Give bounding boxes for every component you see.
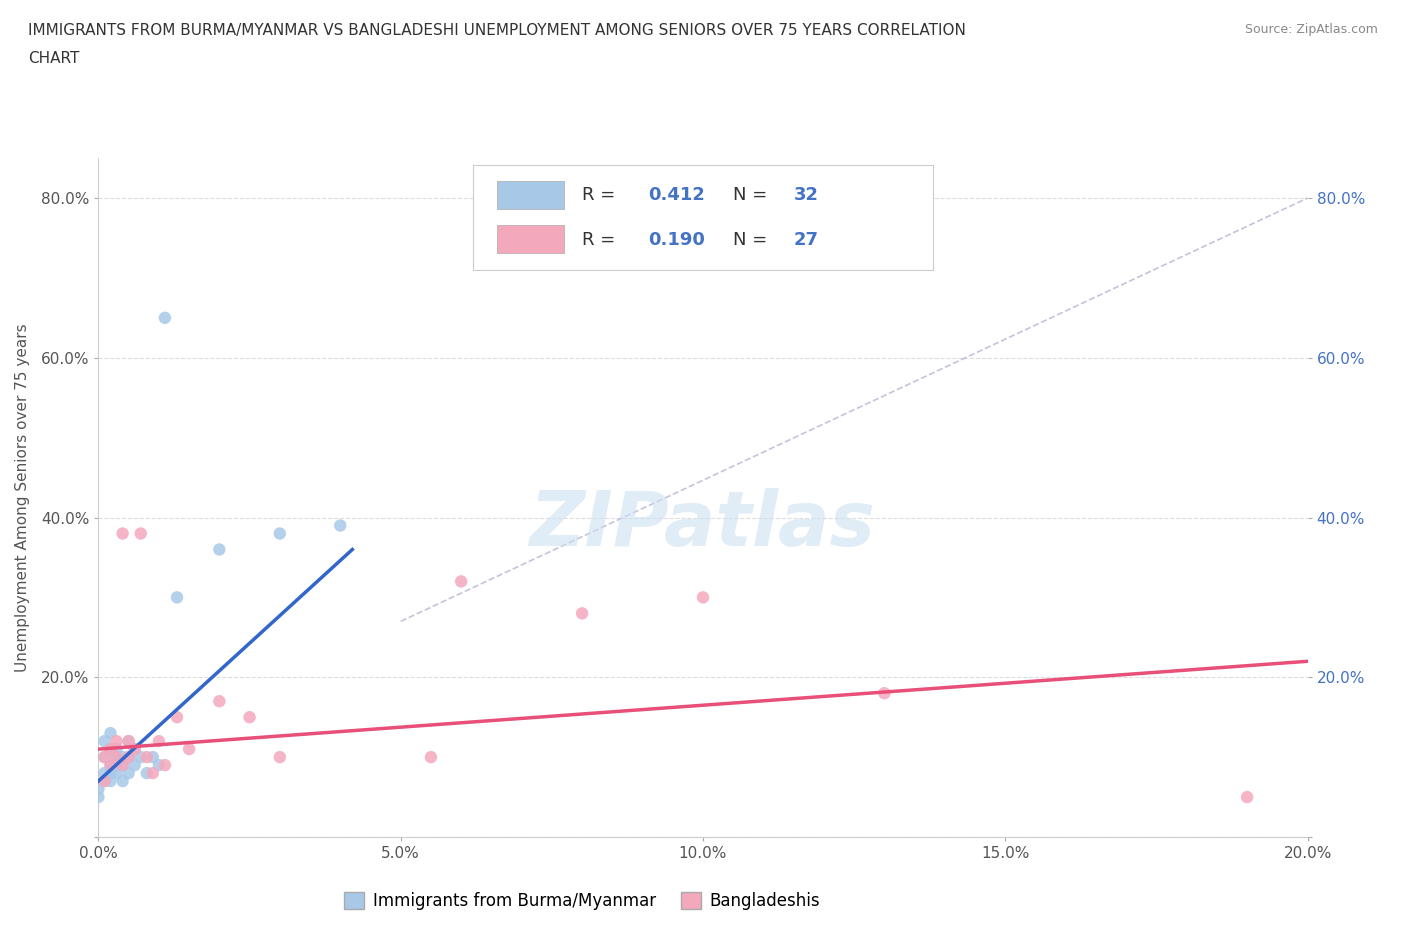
Point [105,765,128,780]
Point [692,590,714,604]
Point [873,685,896,700]
Point [129,526,152,541]
Point [100,758,122,773]
Point [100,742,122,757]
Point [135,765,157,780]
Point [148,758,170,773]
Point [166,710,188,724]
Point [153,311,176,325]
Text: 0.190: 0.190 [648,231,706,248]
Text: Source: ZipAtlas.com: Source: ZipAtlas.com [1244,23,1378,36]
Point [1236,790,1258,804]
Point [100,765,122,780]
Bar [498,180,564,209]
Point [105,742,128,757]
Text: N =: N = [734,186,773,204]
Text: ZIPatlas: ZIPatlas [530,487,876,562]
Text: N =: N = [734,231,773,248]
Point [124,742,146,757]
Point [93,750,115,764]
Point [208,542,231,557]
Point [166,590,188,604]
Point [118,750,141,764]
Text: R =: R = [582,186,621,204]
FancyBboxPatch shape [474,165,932,270]
Text: CHART: CHART [28,51,80,66]
Point [93,774,115,789]
Point [124,758,146,773]
Point [208,694,231,709]
Point [111,758,134,773]
Text: 27: 27 [793,231,818,248]
Point [111,758,134,773]
Point [118,734,141,749]
Point [111,774,134,789]
Text: 0.412: 0.412 [648,186,706,204]
Point [450,574,472,589]
Point [239,710,262,724]
Point [179,742,201,757]
Text: IMMIGRANTS FROM BURMA/MYANMAR VS BANGLADESHI UNEMPLOYMENT AMONG SENIORS OVER 75 : IMMIGRANTS FROM BURMA/MYANMAR VS BANGLAD… [28,23,966,38]
Point [142,765,165,780]
Point [93,765,115,780]
Point [420,750,443,764]
Point [111,750,134,764]
Y-axis label: Unemployment Among Seniors over 75 years: Unemployment Among Seniors over 75 years [15,324,30,671]
Point [111,526,134,541]
Point [129,750,152,764]
Point [329,518,352,533]
Point [93,774,115,789]
Legend: Immigrants from Burma/Myanmar, Bangladeshis: Immigrants from Burma/Myanmar, Banglades… [337,885,827,917]
Point [148,734,170,749]
Point [153,758,176,773]
Point [269,750,291,764]
Text: R =: R = [582,231,621,248]
Point [571,606,593,621]
Text: 32: 32 [793,186,818,204]
Point [118,765,141,780]
Point [142,750,165,764]
Point [100,758,122,773]
Point [87,781,110,796]
Point [93,734,115,749]
Point [87,790,110,804]
Point [135,750,157,764]
Point [100,742,122,757]
Point [105,758,128,773]
Point [105,750,128,764]
Point [105,750,128,764]
Point [124,742,146,757]
Point [100,774,122,789]
Point [105,734,128,749]
Point [100,725,122,740]
Point [118,734,141,749]
Bar [498,225,564,253]
Point [118,750,141,764]
Point [93,750,115,764]
Point [269,526,291,541]
